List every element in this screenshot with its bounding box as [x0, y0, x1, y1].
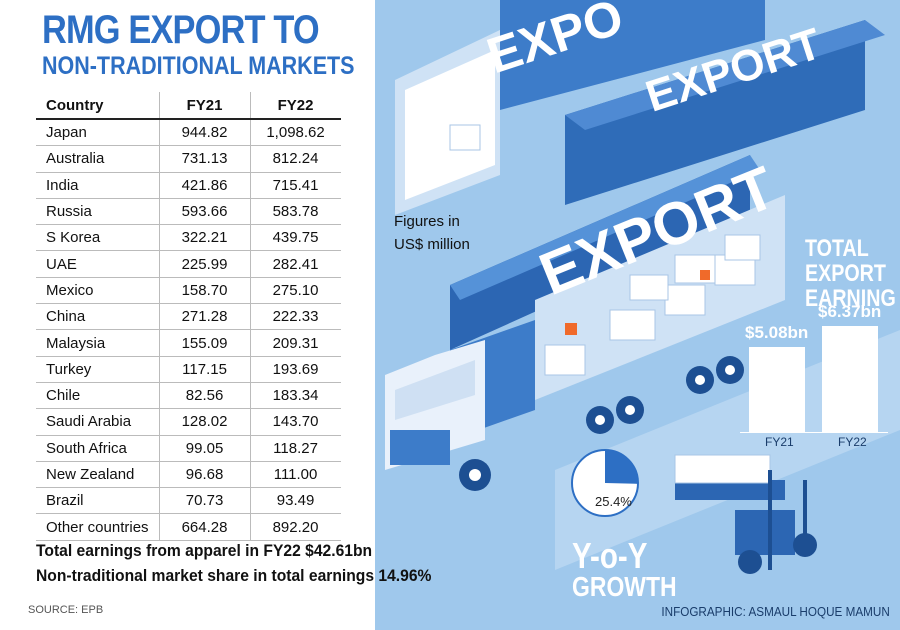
page-title: RMG EXPORT TO: [42, 8, 320, 52]
table-row: South Africa 99.05 118.27: [36, 435, 341, 462]
country-cell: Japan: [36, 119, 160, 147]
fy21-cell: 128.02: [158, 408, 251, 436]
bar-value-label: $5.08bn: [745, 323, 809, 343]
country-cell: Other countries: [36, 513, 160, 541]
fy22-cell: 282.41: [249, 250, 341, 278]
fy21-cell: 421.86: [158, 172, 251, 199]
units-note-line1: Figures in: [394, 213, 460, 230]
units-note: Figures in US$ million: [394, 210, 470, 256]
table-row: Saudi Arabia 128.02 143.70: [36, 408, 341, 436]
table-row: Australia 731.13 812.24: [36, 145, 341, 173]
yoy-pie-chart: [571, 449, 639, 517]
table-row: UAE 225.99 282.41: [36, 250, 341, 278]
summary-total-earnings: Total earnings from apparel in FY22 $42.…: [36, 541, 373, 560]
bar-chart-title-line3: EARNING: [805, 285, 896, 312]
summary-market-share: Non-traditional market share in total ea…: [36, 566, 432, 585]
bar-chart-title-line1: TOTAL: [805, 235, 869, 262]
bar-chart-title-line2: EXPORT: [805, 260, 886, 287]
fy22-cell: 1,098.62: [249, 119, 341, 147]
page-subtitle: NON-TRADITIONAL MARKETS: [42, 52, 355, 80]
illustration-panel: [375, 0, 900, 630]
table-row: China 271.28 222.33: [36, 303, 341, 331]
country-cell: S Korea: [36, 224, 160, 252]
col-header-fy21: FY21: [158, 92, 251, 120]
pie-value-label: 25.4%: [595, 494, 632, 509]
fy21-cell: 158.70: [158, 277, 251, 305]
fy22-cell: 93.49: [249, 487, 341, 515]
pie-title-line1: Y-o-Y: [572, 535, 648, 576]
country-cell: Australia: [36, 145, 160, 173]
source-note: SOURCE: EPB: [28, 604, 104, 616]
table-row: Turkey 117.15 193.69: [36, 356, 341, 383]
fy22-cell: 143.70: [249, 408, 341, 436]
truck-illustration: [385, 0, 900, 574]
fy21-cell: 96.68: [158, 461, 251, 489]
table-header-row: Country FY21 FY22: [36, 92, 341, 120]
bar-chart-baseline: [740, 432, 888, 433]
fy21-cell: 82.56: [158, 382, 251, 410]
bar-value-label: $6.37bn: [818, 301, 882, 321]
fy21-cell: 70.73: [158, 487, 251, 515]
fy22-cell: 111.00: [249, 461, 341, 489]
fy22-cell: 222.33: [249, 303, 341, 331]
country-cell: China: [36, 303, 160, 331]
table-row: Mexico 158.70 275.10: [36, 277, 341, 305]
bar-category-label: FY22: [838, 435, 867, 449]
fy21-cell: 271.28: [158, 303, 251, 331]
country-cell: Chile: [36, 382, 160, 410]
fy22-cell: 118.27: [249, 435, 341, 462]
fy22-cell: 583.78: [249, 198, 341, 226]
bar-fy22: [822, 325, 878, 432]
table-row: S Korea 322.21 439.75: [36, 224, 341, 252]
table-row: Chile 82.56 183.34: [36, 382, 341, 410]
table-row: Japan 944.82 1,098.62: [36, 119, 341, 147]
fy22-cell: 275.10: [249, 277, 341, 305]
table-row: Brazil 70.73 93.49: [36, 487, 341, 515]
credit-note: INFOGRAPHIC: ASMAUL HOQUE MAMUN: [661, 604, 890, 619]
fy22-cell: 183.34: [249, 382, 341, 410]
country-cell: Saudi Arabia: [36, 408, 160, 436]
col-header-fy22: FY22: [249, 92, 341, 120]
fy21-cell: 155.09: [158, 329, 251, 357]
table-row: New Zealand 96.68 111.00: [36, 461, 341, 489]
fy22-cell: 715.41: [249, 172, 341, 199]
country-cell: South Africa: [36, 435, 160, 462]
country-cell: New Zealand: [36, 461, 160, 489]
table-row: Other countries 664.28 892.20: [36, 513, 341, 541]
fy22-cell: 439.75: [249, 224, 341, 252]
export-table: Country FY21 FY22 Japan 944.82 1,098.62 Aus…: [36, 92, 341, 541]
country-cell: Malaysia: [36, 329, 160, 357]
pie-growth-slice: [605, 450, 638, 484]
table-row: Malaysia 155.09 209.31: [36, 329, 341, 357]
fy21-cell: 225.99: [158, 250, 251, 278]
country-cell: Mexico: [36, 277, 160, 305]
table-body: Japan 944.82 1,098.62 Australia 731.13 812.24…: [36, 119, 341, 541]
fy21-cell: 322.21: [158, 224, 251, 252]
fy21-cell: 593.66: [158, 198, 251, 226]
fy22-cell: 892.20: [249, 513, 341, 541]
country-cell: India: [36, 172, 160, 199]
fy21-cell: 99.05: [158, 435, 251, 462]
bar-chart-title: TOTAL EXPORT EARNING: [805, 236, 896, 311]
fy22-cell: 812.24: [249, 145, 341, 173]
col-header-country: Country: [36, 92, 160, 120]
bar-category-label: FY21: [765, 435, 794, 449]
fy21-cell: 944.82: [158, 119, 251, 147]
fy21-cell: 664.28: [158, 513, 251, 541]
table-row: India 421.86 715.41: [36, 172, 341, 199]
country-cell: Russia: [36, 198, 160, 226]
country-cell: Turkey: [36, 356, 160, 383]
fy21-cell: 117.15: [158, 356, 251, 383]
country-cell: Brazil: [36, 487, 160, 515]
pie-title-line2: GROWTH: [572, 571, 677, 602]
table-row: Russia 593.66 583.78: [36, 198, 341, 226]
bar-fy21: [749, 347, 805, 432]
fy22-cell: 193.69: [249, 356, 341, 383]
fy21-cell: 731.13: [158, 145, 251, 173]
units-note-line2: US$ million: [394, 236, 470, 253]
country-cell: UAE: [36, 250, 160, 278]
fy22-cell: 209.31: [249, 329, 341, 357]
